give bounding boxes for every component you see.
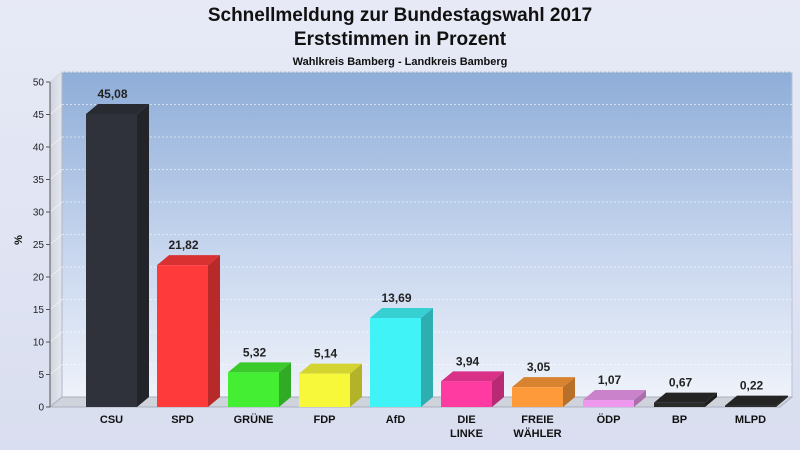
bar-top [157,255,220,266]
bar-side [776,395,788,407]
y-tick-label: 5 [38,370,44,381]
y-tick-label: 35 [33,175,45,186]
gridline-side [49,71,63,83]
x-tick-label: BP [672,414,687,426]
plot-area: 0 5 10 15 20 25 30 35 40 45 50% 45,08 CSU 21,82 SPD 5,3… [13,70,794,440]
bar-side [492,371,504,407]
gridline-side [49,266,63,278]
y-tick-label: 25 [33,240,45,251]
bar [512,387,563,407]
bar [654,402,705,407]
gridline-side [49,136,63,148]
bar-side [208,255,220,407]
bar-top [441,371,504,382]
bar-side [279,362,291,407]
y-tick-label: 0 [38,403,44,414]
chart-titles: Schnellmeldung zur Bundestagswahl 2017 E… [0,4,800,70]
bar-top [299,363,362,374]
x-tick-label: SPD [171,414,194,426]
data-label: 13,69 [381,291,411,305]
y-tick-label: 50 [33,78,45,89]
data-label: 0,22 [740,379,764,393]
bar [157,265,208,407]
x-tick-label: DIE [457,414,475,426]
gridline-side [49,364,63,375]
bar-top [228,362,291,373]
data-label: 0,67 [669,376,693,390]
data-label: 5,14 [314,347,338,361]
x-tick-label: MLPD [735,414,766,426]
bar-side [137,103,149,407]
gridline-side [49,201,63,213]
bar-side [705,392,717,407]
bar-top [86,103,149,114]
gridline-side [49,331,63,343]
chart-title: Schnellmeldung zur Bundestagswahl 2017 [207,5,593,26]
bar [370,318,421,407]
data-label: 3,94 [456,354,480,368]
bar [299,373,350,407]
x-tick-label: GRÜNE [234,413,274,426]
bar [86,113,137,407]
bar [725,405,776,407]
y-tick-label: 30 [33,208,45,219]
data-label: 1,07 [598,373,622,387]
bar-top [583,390,646,401]
bar-top [654,392,717,403]
bar [583,400,634,407]
x-tick-label: AfD [386,414,406,426]
gridline-side [49,299,63,310]
data-label: 45,08 [97,87,127,101]
bar-side [563,377,575,407]
gridline-side [49,169,63,180]
bar-top [370,308,433,319]
y-tick-label: 40 [33,143,45,154]
bar-side [634,390,646,407]
x-tick-label: FDP [314,414,336,426]
bar [228,372,279,407]
y-tick-label: 45 [33,110,45,121]
data-label: 5,32 [243,345,267,359]
bar-side [421,308,433,407]
chart-district: Wahlkreis Bamberg - Landkreis Bamberg [292,56,508,68]
gridline-side [49,104,63,115]
y-axis-label: % [13,235,25,245]
x-tick-label: WÄHLER [513,427,561,440]
x-tick-label: ÖDP [597,413,621,426]
y-tick-label: 20 [33,273,45,284]
bar-top [512,377,575,388]
bar [441,381,492,407]
y-tick-label: 15 [33,305,45,316]
bar-top [725,395,788,406]
gridline-side [49,234,63,245]
chart-subtitle: Erststimmen in Prozent [293,29,507,50]
data-label: 21,82 [168,238,198,252]
x-tick-label: LINKE [450,428,483,440]
y-tick-label: 10 [33,338,45,349]
data-label: 3,05 [527,360,551,374]
bar-side [350,363,362,407]
x-tick-label: CSU [100,414,123,426]
x-tick-label: FREIE [521,414,553,426]
